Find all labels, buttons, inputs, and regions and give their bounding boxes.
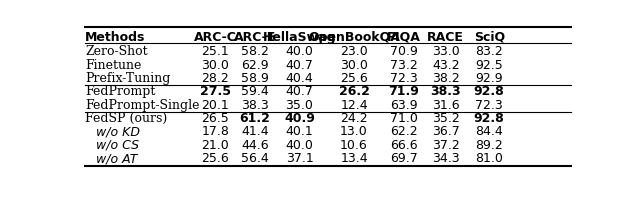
Text: 23.0: 23.0 bbox=[340, 45, 368, 58]
Text: 12.4: 12.4 bbox=[340, 99, 368, 112]
Text: 72.3: 72.3 bbox=[390, 72, 417, 85]
Text: 73.2: 73.2 bbox=[390, 59, 417, 72]
Text: 20.1: 20.1 bbox=[202, 99, 229, 112]
Text: Zero-Shot: Zero-Shot bbox=[85, 45, 148, 58]
Text: HellaSwag: HellaSwag bbox=[263, 31, 336, 44]
Text: PIQA: PIQA bbox=[387, 31, 420, 44]
Text: ARC-E: ARC-E bbox=[234, 31, 276, 44]
Text: 92.8: 92.8 bbox=[474, 85, 504, 98]
Text: 40.0: 40.0 bbox=[285, 45, 314, 58]
Text: 40.7: 40.7 bbox=[285, 59, 314, 72]
Text: 66.6: 66.6 bbox=[390, 139, 417, 152]
Text: 81.0: 81.0 bbox=[476, 152, 503, 165]
Text: 40.7: 40.7 bbox=[285, 85, 314, 98]
Text: 69.7: 69.7 bbox=[390, 152, 417, 165]
Text: 40.0: 40.0 bbox=[285, 139, 314, 152]
Text: 58.2: 58.2 bbox=[241, 45, 269, 58]
Text: 62.2: 62.2 bbox=[390, 125, 417, 138]
Text: 72.3: 72.3 bbox=[476, 99, 503, 112]
Text: FedPrompt-Single: FedPrompt-Single bbox=[85, 99, 200, 112]
Text: 43.2: 43.2 bbox=[432, 59, 460, 72]
Text: 89.2: 89.2 bbox=[476, 139, 503, 152]
Text: Methods: Methods bbox=[85, 31, 145, 44]
Text: OpenBookQA: OpenBookQA bbox=[308, 31, 400, 44]
Text: 35.2: 35.2 bbox=[432, 112, 460, 125]
Text: 10.6: 10.6 bbox=[340, 139, 368, 152]
Text: 26.5: 26.5 bbox=[202, 112, 229, 125]
Text: 26.2: 26.2 bbox=[339, 85, 369, 98]
Text: 17.8: 17.8 bbox=[201, 125, 229, 138]
Text: 40.9: 40.9 bbox=[284, 112, 315, 125]
Text: w/o CS: w/o CS bbox=[96, 139, 139, 152]
Text: FedSP (ours): FedSP (ours) bbox=[85, 112, 167, 125]
Text: 58.9: 58.9 bbox=[241, 72, 269, 85]
Text: 40.1: 40.1 bbox=[285, 125, 314, 138]
Text: 59.4: 59.4 bbox=[241, 85, 269, 98]
Text: 25.6: 25.6 bbox=[340, 72, 368, 85]
Text: 36.7: 36.7 bbox=[432, 125, 460, 138]
Text: FedPrompt: FedPrompt bbox=[85, 85, 156, 98]
Text: 33.0: 33.0 bbox=[432, 45, 460, 58]
Text: RACE: RACE bbox=[428, 31, 464, 44]
Text: ARC-C: ARC-C bbox=[194, 31, 237, 44]
Text: SciQ: SciQ bbox=[474, 31, 505, 44]
Text: 71.0: 71.0 bbox=[390, 112, 417, 125]
Text: 38.3: 38.3 bbox=[431, 85, 461, 98]
Text: 44.6: 44.6 bbox=[241, 139, 269, 152]
Text: 35.0: 35.0 bbox=[285, 99, 314, 112]
Text: 92.8: 92.8 bbox=[474, 112, 504, 125]
Text: 70.9: 70.9 bbox=[390, 45, 417, 58]
Text: 92.9: 92.9 bbox=[476, 72, 503, 85]
Text: 27.5: 27.5 bbox=[200, 85, 230, 98]
Text: w/o AT: w/o AT bbox=[96, 152, 137, 165]
Text: 38.2: 38.2 bbox=[432, 72, 460, 85]
Text: 34.3: 34.3 bbox=[432, 152, 460, 165]
Text: 84.4: 84.4 bbox=[476, 125, 503, 138]
Text: 28.2: 28.2 bbox=[202, 72, 229, 85]
Text: 71.9: 71.9 bbox=[388, 85, 419, 98]
Text: 30.0: 30.0 bbox=[201, 59, 229, 72]
Text: 92.5: 92.5 bbox=[476, 59, 503, 72]
Text: 37.2: 37.2 bbox=[432, 139, 460, 152]
Text: 41.4: 41.4 bbox=[241, 125, 269, 138]
Text: 40.4: 40.4 bbox=[285, 72, 314, 85]
Text: 30.0: 30.0 bbox=[340, 59, 368, 72]
Text: w/o KD: w/o KD bbox=[96, 125, 140, 138]
Text: 13.4: 13.4 bbox=[340, 152, 368, 165]
Text: 63.9: 63.9 bbox=[390, 99, 417, 112]
Text: 38.3: 38.3 bbox=[241, 99, 269, 112]
Text: 13.0: 13.0 bbox=[340, 125, 368, 138]
Text: 61.2: 61.2 bbox=[239, 112, 270, 125]
Text: 31.6: 31.6 bbox=[432, 99, 460, 112]
Text: 25.6: 25.6 bbox=[202, 152, 229, 165]
Text: Finetune: Finetune bbox=[85, 59, 141, 72]
Text: 21.0: 21.0 bbox=[202, 139, 229, 152]
Text: 24.2: 24.2 bbox=[340, 112, 368, 125]
Text: 62.9: 62.9 bbox=[241, 59, 269, 72]
Text: 83.2: 83.2 bbox=[476, 45, 503, 58]
Text: Prefix-Tuning: Prefix-Tuning bbox=[85, 72, 170, 85]
Text: 56.4: 56.4 bbox=[241, 152, 269, 165]
Text: 25.1: 25.1 bbox=[202, 45, 229, 58]
Text: 37.1: 37.1 bbox=[285, 152, 314, 165]
